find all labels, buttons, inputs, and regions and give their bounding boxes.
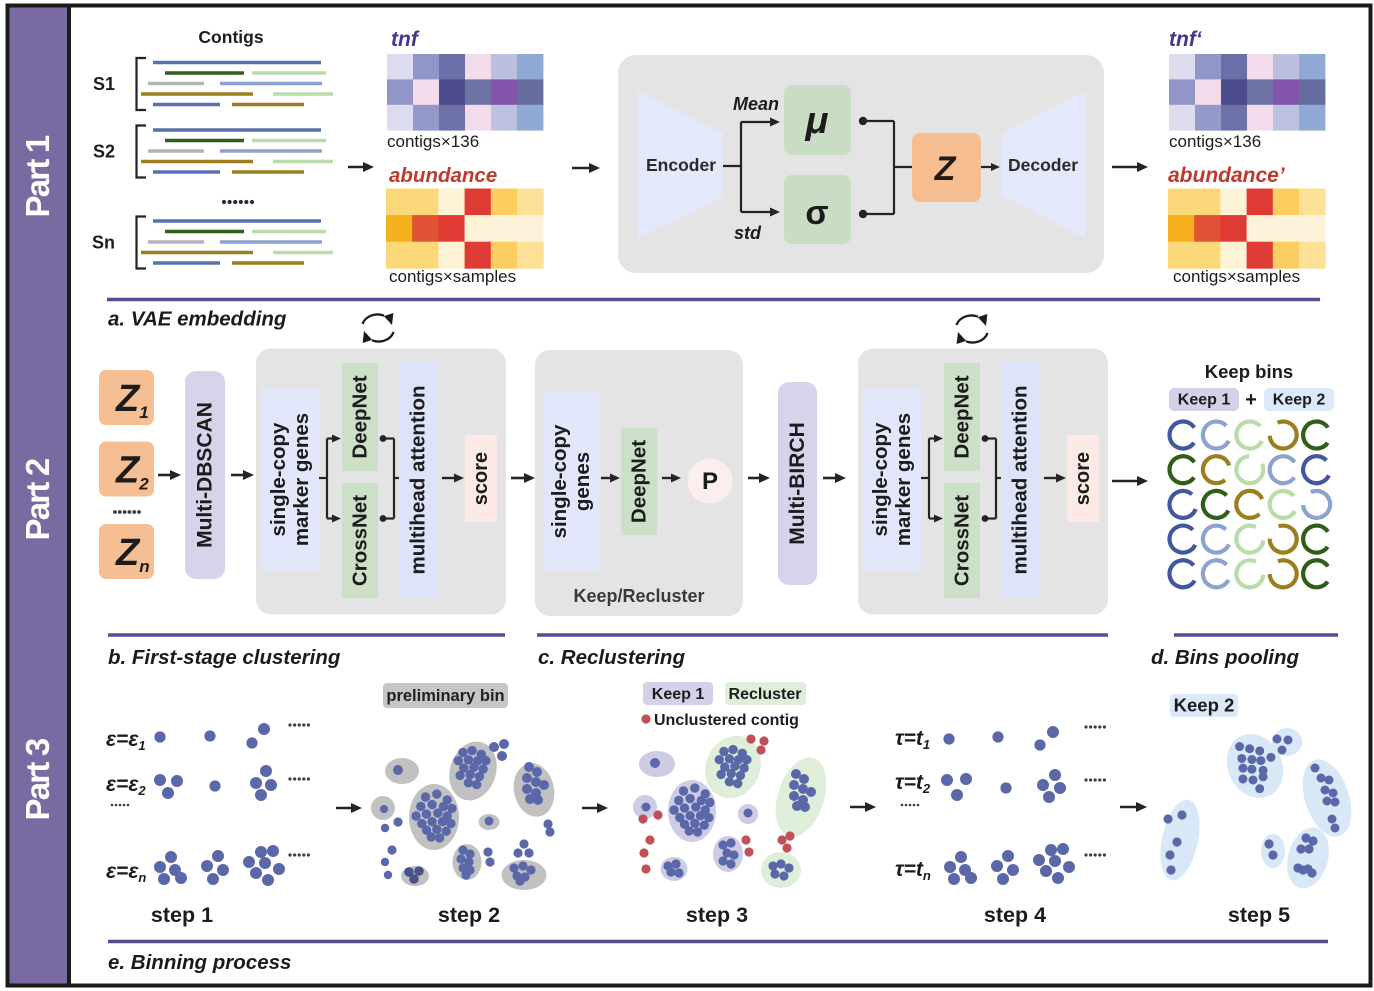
- svg-text:S1: S1: [93, 74, 115, 94]
- svg-text:c. Reclustering: c. Reclustering: [538, 646, 685, 669]
- svg-text:std: std: [734, 223, 762, 243]
- svg-text:multihead attention: multihead attention: [407, 385, 430, 574]
- svg-text:tnf‘: tnf‘: [1169, 28, 1203, 51]
- svg-text:e. Binning process: e. Binning process: [108, 951, 291, 974]
- svg-text:CrossNet: CrossNet: [951, 495, 974, 586]
- svg-text:abundance: abundance: [389, 164, 497, 187]
- svg-text:Keep/Recluster: Keep/Recluster: [573, 586, 704, 606]
- svg-text:single-copygenes: single-copygenes: [548, 424, 594, 539]
- svg-text:score: score: [1072, 452, 1094, 505]
- svg-text:contigs×136: contigs×136: [387, 132, 479, 151]
- svg-text:step 3: step 3: [686, 903, 748, 927]
- svg-text:preliminary bin: preliminary bin: [386, 687, 504, 705]
- svg-text:Part 2: Part 2: [19, 458, 56, 540]
- svg-text:σ: σ: [805, 194, 828, 232]
- svg-text:d. Bins pooling: d. Bins pooling: [1151, 646, 1300, 669]
- svg-text:Recluster: Recluster: [729, 686, 802, 703]
- svg-text:Encoder: Encoder: [646, 155, 716, 175]
- svg-text:b. First-stage clustering: b. First-stage clustering: [108, 646, 341, 669]
- svg-text:P: P: [702, 468, 718, 495]
- svg-text:Mean: Mean: [733, 94, 779, 114]
- svg-text:DeepNet: DeepNet: [628, 440, 651, 523]
- svg-text:Sn: Sn: [92, 233, 115, 253]
- svg-text:S2: S2: [93, 142, 115, 162]
- svg-text:step 2: step 2: [438, 903, 500, 927]
- svg-text:Part 3: Part 3: [19, 738, 56, 820]
- svg-text:DeepNet: DeepNet: [951, 375, 974, 458]
- svg-text:Keep 2: Keep 2: [1174, 695, 1235, 716]
- svg-text:Multi-BIRCH: Multi-BIRCH: [786, 422, 809, 544]
- svg-text:step 1: step 1: [151, 903, 213, 927]
- svg-text:Multi-DBSCAN: Multi-DBSCAN: [194, 402, 217, 548]
- svg-text:step 4: step 4: [984, 903, 1046, 927]
- svg-text:+: +: [1245, 389, 1257, 411]
- svg-text:a. VAE embedding: a. VAE embedding: [108, 308, 287, 331]
- svg-text:contigs×samples: contigs×samples: [1173, 267, 1300, 286]
- svg-text:Keep bins: Keep bins: [1205, 361, 1293, 382]
- svg-text:Contigs: Contigs: [198, 27, 263, 47]
- svg-text:μ: μ: [805, 100, 829, 142]
- svg-text:step 5: step 5: [1228, 903, 1290, 927]
- svg-text:DeepNet: DeepNet: [349, 375, 372, 458]
- svg-text:contigs×samples: contigs×samples: [389, 267, 516, 286]
- svg-text:single-copymarker genes: single-copymarker genes: [267, 413, 313, 546]
- svg-text:CrossNet: CrossNet: [349, 495, 372, 586]
- svg-text:Z: Z: [934, 150, 957, 188]
- svg-text:Part 1: Part 1: [19, 135, 56, 217]
- svg-text:contigs×136: contigs×136: [1169, 132, 1261, 151]
- svg-text:Unclustered contig: Unclustered contig: [654, 712, 799, 729]
- svg-text:Keep 2: Keep 2: [1273, 392, 1326, 409]
- svg-text:Keep 1: Keep 1: [652, 686, 705, 703]
- svg-text:tnf: tnf: [391, 28, 420, 51]
- svg-text:Keep 1: Keep 1: [1178, 392, 1231, 409]
- svg-text:abundance’: abundance’: [1168, 164, 1286, 187]
- svg-text:multihead attention: multihead attention: [1009, 385, 1032, 574]
- svg-text:Decoder: Decoder: [1008, 155, 1078, 175]
- svg-text:single-copymarker genes: single-copymarker genes: [869, 413, 915, 546]
- svg-text:score: score: [470, 452, 492, 505]
